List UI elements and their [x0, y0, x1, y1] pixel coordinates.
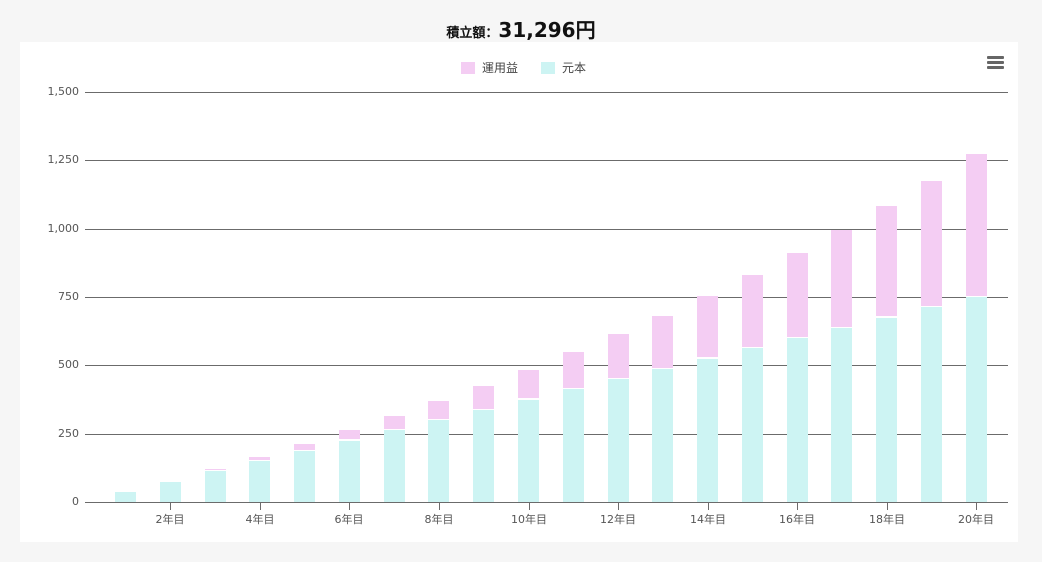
- principal-segment[interactable]: [742, 348, 763, 502]
- principal-segment[interactable]: [249, 461, 270, 502]
- legend-label-principal: 元本: [562, 61, 587, 75]
- x-axis-tick: [260, 502, 261, 510]
- x-axis-label: 2年目: [155, 513, 185, 526]
- principal-segment[interactable]: [787, 338, 808, 502]
- y-axis-label: 1,500: [47, 85, 80, 98]
- gain-segment[interactable]: [339, 430, 360, 440]
- gridline: [85, 365, 1008, 366]
- chart-menu-button[interactable]: [987, 56, 1005, 70]
- gridline: [85, 229, 1008, 230]
- gridline: [85, 160, 1008, 161]
- hamburger-menu-icon: [987, 56, 1004, 59]
- chart-title: 積立額：31,296円: [0, 14, 1042, 43]
- principal-segment[interactable]: [339, 440, 360, 502]
- gain-segment[interactable]: [608, 334, 629, 378]
- x-axis-tick: [529, 502, 530, 510]
- y-axis-label: 0: [72, 495, 79, 508]
- x-axis-label: 12年目: [600, 513, 636, 526]
- y-axis-label: 1,250: [47, 153, 80, 166]
- x-axis-tick: [439, 502, 440, 510]
- x-axis-tick: [170, 502, 171, 510]
- gain-segment[interactable]: [921, 180, 942, 307]
- gain-segment[interactable]: [831, 230, 852, 327]
- legend-item-principal[interactable]: 元本: [541, 59, 586, 76]
- y-axis-label: 750: [58, 290, 79, 303]
- principal-segment[interactable]: [608, 379, 629, 502]
- y-axis-label: 250: [58, 427, 79, 440]
- accumulated-amount-label: 積立額：: [446, 26, 499, 41]
- x-axis-tick: [349, 502, 350, 510]
- x-axis-label: 8年目: [424, 513, 454, 526]
- gain-segment[interactable]: [742, 274, 763, 348]
- principal-segment[interactable]: [518, 399, 539, 502]
- principal-swatch-icon: [541, 61, 555, 74]
- principal-segment[interactable]: [966, 297, 987, 502]
- principal-segment[interactable]: [652, 368, 673, 502]
- hamburger-menu-icon: [987, 61, 1004, 64]
- principal-segment[interactable]: [294, 450, 315, 502]
- principal-segment[interactable]: [160, 481, 181, 502]
- gain-swatch-icon: [461, 61, 475, 74]
- principal-segment[interactable]: [384, 430, 405, 502]
- gain-segment[interactable]: [652, 315, 673, 368]
- gain-segment[interactable]: [473, 385, 494, 409]
- principal-segment[interactable]: [115, 491, 136, 502]
- gridline: [85, 297, 1008, 298]
- gain-segment[interactable]: [294, 443, 315, 450]
- chart-panel: 運用益 元本 0 250 500 750 1,000 1,250 1,500 2年目 4年目 6年…: [20, 42, 1018, 542]
- y-axis-label: 500: [58, 358, 79, 371]
- gain-segment[interactable]: [876, 205, 897, 317]
- x-axis-label: 20年目: [958, 513, 994, 526]
- x-axis-label: 14年目: [690, 513, 726, 526]
- gain-segment[interactable]: [697, 295, 718, 358]
- gridline: [85, 434, 1008, 435]
- principal-segment[interactable]: [428, 420, 449, 502]
- principal-segment[interactable]: [921, 307, 942, 502]
- x-axis-tick: [708, 502, 709, 510]
- principal-segment[interactable]: [205, 471, 226, 502]
- legend-label-gain: 運用益: [482, 61, 519, 75]
- gain-segment[interactable]: [966, 153, 987, 296]
- gain-segment[interactable]: [384, 416, 405, 430]
- x-axis-label: 16年目: [779, 513, 815, 526]
- x-axis-line: [85, 502, 1008, 503]
- legend-item-gain[interactable]: 運用益: [461, 59, 518, 76]
- gain-segment[interactable]: [249, 456, 270, 460]
- gain-segment[interactable]: [563, 352, 584, 389]
- hamburger-menu-icon: [987, 66, 1004, 69]
- gain-segment[interactable]: [428, 401, 449, 419]
- y-axis-label: 1,000: [47, 222, 80, 235]
- x-axis-tick: [618, 502, 619, 510]
- x-axis-tick: [976, 502, 977, 510]
- x-axis-label: 6年目: [334, 513, 364, 526]
- x-axis-label: 18年目: [869, 513, 905, 526]
- x-axis-label: 4年目: [245, 513, 275, 526]
- gain-segment[interactable]: [205, 468, 226, 471]
- principal-segment[interactable]: [697, 358, 718, 502]
- gridline: [85, 92, 1008, 93]
- gain-segment[interactable]: [787, 252, 808, 337]
- x-axis-label: 10年目: [511, 513, 547, 526]
- gain-segment[interactable]: [518, 369, 539, 399]
- x-axis-tick: [797, 502, 798, 510]
- x-axis-tick: [887, 502, 888, 510]
- principal-segment[interactable]: [563, 389, 584, 502]
- principal-segment[interactable]: [473, 409, 494, 502]
- principal-segment[interactable]: [876, 317, 897, 502]
- accumulated-amount-value: 31,296円: [498, 18, 596, 42]
- principal-segment[interactable]: [831, 327, 852, 502]
